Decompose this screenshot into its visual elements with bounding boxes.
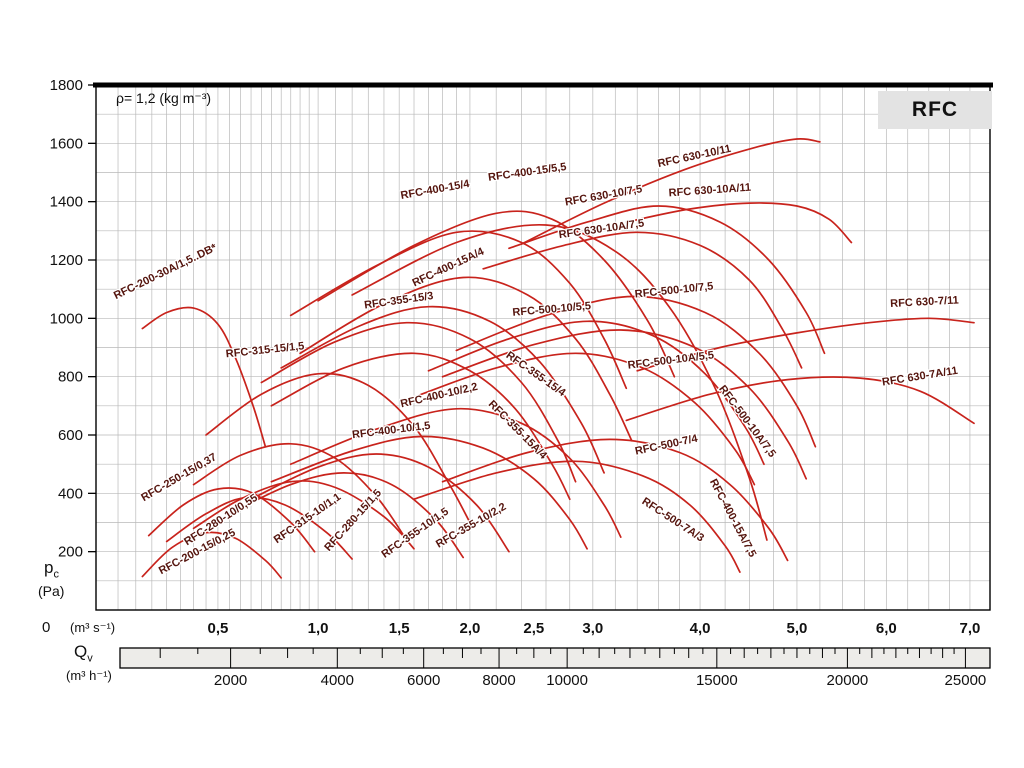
curve-label: RFC-500-10/5,5 bbox=[512, 300, 592, 319]
x-tick-label-m3s: 7,0 bbox=[960, 620, 981, 637]
fan-curve bbox=[289, 407, 622, 538]
y-tick-label: 400 bbox=[58, 485, 83, 502]
fan-curve bbox=[441, 329, 808, 480]
curve-label: RFC 630-10A/7,5 bbox=[558, 217, 645, 241]
x-tick-label-m3s: 4,0 bbox=[690, 620, 711, 637]
fan-curve bbox=[260, 321, 577, 483]
curve-label: RFC-400-15A/4 bbox=[411, 245, 487, 289]
curve-label: RFC-200-30A/1,5..DB* bbox=[112, 241, 220, 302]
fan-curve bbox=[270, 352, 571, 501]
curve-label: RFC 630-7/11 bbox=[890, 294, 959, 310]
x-tick-label-m3h: 6000 bbox=[407, 672, 440, 689]
curve-label: RFC 630-10A/11 bbox=[668, 182, 751, 200]
x-tick-label-m3s: 1,0 bbox=[308, 620, 329, 637]
y-axis-title: pc bbox=[44, 558, 59, 580]
x-tick-label-m3h: 2000 bbox=[214, 672, 247, 689]
y-tick-label: 1400 bbox=[50, 194, 83, 211]
curve-label: RFC-500-7A/3 bbox=[640, 495, 707, 544]
x-tick-label-m3s: 6,0 bbox=[876, 620, 897, 637]
curve-label: RFC-400-15A/7,5 bbox=[707, 477, 758, 559]
brand-badge: RFC bbox=[878, 91, 992, 129]
fan-curve bbox=[427, 320, 765, 466]
fan-curve bbox=[192, 480, 415, 550]
fan-curve bbox=[351, 223, 768, 541]
curve-label: RFC-355-15/3 bbox=[363, 290, 434, 312]
x-axis-unit-m3h: (m³ h⁻¹) bbox=[66, 668, 112, 683]
fan-curve bbox=[625, 376, 975, 425]
fan-curve bbox=[317, 210, 676, 378]
curve-labels: RFC-200-15/0,25RFC-250-15/0,37RFC-280-10… bbox=[111, 142, 961, 579]
fan-curve bbox=[147, 487, 316, 553]
y-tick-label: 600 bbox=[58, 427, 83, 444]
x-tick-label-m3h: 10000 bbox=[546, 672, 588, 689]
x-axis-unit-m3s: (m³ s⁻¹) bbox=[70, 620, 116, 635]
fan-curve bbox=[141, 531, 283, 579]
flow-ruler: 2000 4000 6000 8000 10000 15000 20000 25000 bbox=[119, 647, 991, 689]
fan-curve bbox=[299, 276, 633, 442]
flow-axis-title-subscript: v bbox=[87, 652, 93, 665]
fan-curve bbox=[228, 472, 465, 559]
y-tick-label: 800 bbox=[58, 369, 83, 386]
fan-curve bbox=[455, 295, 817, 448]
x-tick-label-m3h: 20000 bbox=[827, 672, 869, 689]
y-axis: 200 400 600 800 1000 1200 1400 1600 1800 bbox=[50, 77, 96, 561]
fan-curve bbox=[413, 460, 741, 573]
fan-curve bbox=[441, 438, 789, 562]
y-axis-zero-label: 0 bbox=[42, 619, 51, 636]
fan-curve bbox=[270, 435, 588, 550]
fan-curve bbox=[636, 317, 975, 372]
flow-axis-title: Qv bbox=[74, 642, 93, 664]
fan-curve bbox=[192, 442, 408, 541]
x-tick-label-m3s: 1,5 bbox=[389, 620, 410, 637]
y-tick-label: 1800 bbox=[50, 77, 83, 94]
flow-axis-title-symbol: Q bbox=[74, 642, 88, 661]
fan-curve bbox=[625, 202, 853, 244]
x-tick-label-m3s: 0,5 bbox=[208, 620, 229, 637]
curve-label: RFC-250-15/0,37 bbox=[139, 451, 219, 504]
y-tick-label: 1000 bbox=[50, 310, 83, 327]
curve-label: RFC-500-7/4 bbox=[634, 433, 700, 458]
x-tick-label-m3h: 4000 bbox=[321, 672, 354, 689]
fan-curve bbox=[280, 305, 605, 474]
fan-curves bbox=[141, 137, 975, 579]
curve-label: RFC-400-15/4 bbox=[400, 178, 472, 202]
fan-curve bbox=[508, 205, 826, 355]
curve-label: RFC-400-10/1,5 bbox=[351, 420, 431, 442]
fan-curve bbox=[205, 372, 471, 524]
curve-label: RFC 630-7A/11 bbox=[881, 365, 958, 389]
fan-curve bbox=[165, 496, 353, 560]
x-axis-m3s: 0,5 1,0 1,5 2,0 2,5 3,0 4,0 5,0 6,0 7,0 bbox=[208, 620, 981, 637]
fan-curve bbox=[250, 453, 510, 553]
fan-curve bbox=[520, 137, 821, 245]
y-axis-unit: (Pa) bbox=[38, 583, 65, 599]
curve-label: RFC-500-10/7,5 bbox=[634, 280, 714, 300]
x-tick-label-m3s: 2,0 bbox=[459, 620, 480, 637]
curve-label: RFC-315-15/1,5 bbox=[225, 340, 305, 360]
x-tick-label-m3h: 25000 bbox=[945, 672, 987, 689]
curve-label: RFC 630-10/7,5 bbox=[564, 183, 643, 208]
curve-label: RFC-400-15/5,5 bbox=[487, 161, 567, 184]
x-tick-label-m3h: 8000 bbox=[482, 672, 515, 689]
x-tick-label-m3s: 5,0 bbox=[787, 620, 808, 637]
density-annotation: ρ= 1,2 (kg m⁻³) bbox=[116, 90, 212, 106]
x-tick-label-m3h: 15000 bbox=[696, 672, 738, 689]
y-axis-title-subscript: c bbox=[53, 568, 59, 581]
fan-curve bbox=[482, 231, 803, 369]
y-axis-title-symbol: p bbox=[44, 558, 54, 577]
x-tick-label-m3s: 3,0 bbox=[582, 620, 603, 637]
y-tick-label: 1600 bbox=[50, 135, 83, 152]
y-tick-label: 200 bbox=[58, 544, 83, 561]
fan-curve bbox=[141, 306, 267, 448]
fan-curve bbox=[413, 352, 756, 486]
x-tick-label-m3s: 2,5 bbox=[523, 620, 544, 637]
y-tick-label: 1200 bbox=[50, 252, 83, 269]
